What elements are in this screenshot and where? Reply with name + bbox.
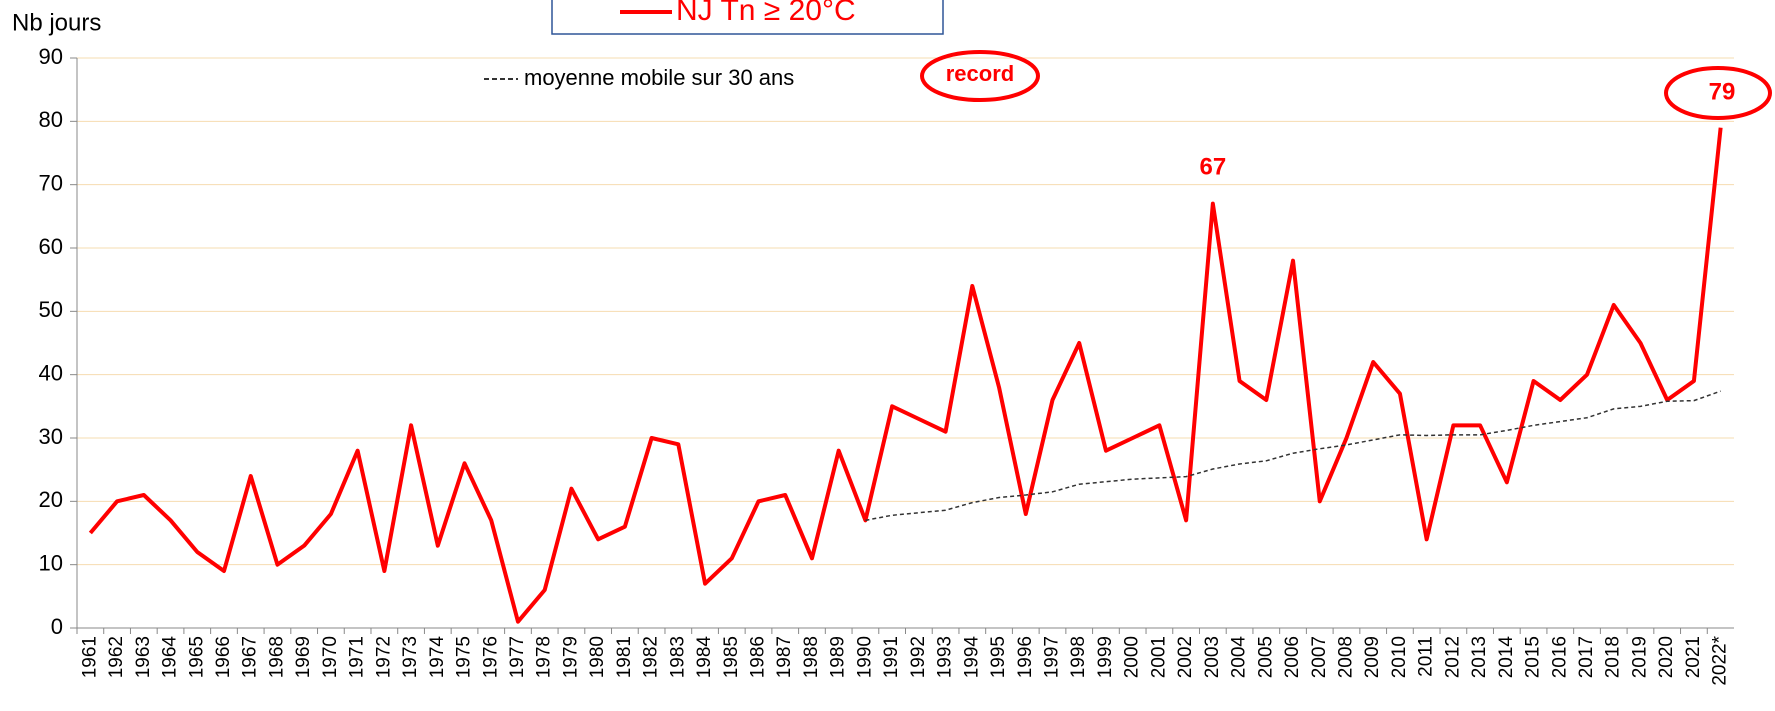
x-tick-label: 1966 [213,636,234,678]
x-tick-label: 1999 [1095,636,1116,678]
x-tick-label: 1995 [988,636,1009,678]
x-tick-label: 1982 [641,636,662,678]
x-tick-label: 1970 [320,636,341,678]
x-tick-label: 2002 [1175,636,1196,678]
x-tick-label: 2011 [1416,636,1437,677]
x-tick-label: 2012 [1442,636,1463,678]
x-tick-label: 1967 [240,636,261,678]
x-tick-label: 1963 [133,636,154,678]
y-axis-label: Nb jours [12,9,101,36]
x-tick-label: 1989 [828,636,849,678]
x-tick-label: 1965 [186,636,207,678]
y-tick-label: 30 [39,424,63,449]
x-tick-label: 2014 [1496,636,1517,679]
annotation-ellipse [1664,66,1772,120]
x-tick-label: 2020 [1656,636,1677,678]
x-tick-label: 2010 [1389,636,1410,678]
x-tick-label: 2017 [1576,636,1597,678]
x-tick-label: 1978 [534,636,555,678]
x-tick-label: 2007 [1309,636,1330,678]
x-tick-label: 1969 [293,636,314,678]
legend-box [551,0,944,35]
annotation: 67 [1199,153,1226,180]
series-line [865,390,1721,522]
y-tick-label: 70 [39,170,63,195]
x-tick-label: 1961 [79,636,100,678]
x-tick-label: 1994 [961,636,982,679]
x-tick-label: 1988 [801,636,822,678]
x-tick-label: 1998 [1068,636,1089,678]
y-tick-label: 10 [39,550,63,575]
x-tick-label: 2015 [1523,636,1544,678]
x-tick-label: 2006 [1282,636,1303,678]
x-tick-label: 2003 [1202,636,1223,678]
legend-label: moyenne mobile sur 30 ans [524,65,794,90]
x-tick-label: 1992 [908,636,929,678]
x-tick-label: 1996 [1015,636,1036,678]
x-tick-label: 2022* [1710,635,1731,685]
annotation-ellipse [920,50,1040,102]
x-tick-label: 2018 [1603,636,1624,678]
annotation: record [946,61,1014,86]
x-tick-label: 2001 [1148,636,1169,678]
x-tick-label: 1971 [347,636,368,678]
y-tick-label: 50 [39,297,63,322]
y-tick-label: 40 [39,360,63,385]
x-tick-label: 2016 [1549,636,1570,678]
x-tick-label: 2005 [1255,636,1276,678]
x-tick-label: 1990 [854,636,875,678]
series-line [88,127,1723,624]
x-tick-label: 1976 [480,636,501,678]
x-tick-label: 2013 [1469,636,1490,678]
x-tick-label: 1974 [427,636,448,679]
x-tick-label: 1987 [774,636,795,678]
x-tick-label: 1979 [560,636,581,678]
x-tick-label: 2004 [1229,636,1250,679]
x-tick-label: 1983 [667,636,688,678]
x-tick-label: 2021 [1683,636,1704,678]
x-tick-label: 1968 [266,636,287,678]
x-tick-label: 2009 [1362,636,1383,678]
x-tick-label: 1977 [507,636,528,678]
x-tick-label: 2019 [1629,636,1650,678]
annotation: 79 [1709,78,1736,105]
x-tick-label: 1997 [1042,636,1063,678]
y-tick-label: 80 [39,107,63,132]
x-tick-label: 1972 [373,636,394,678]
x-tick-label: 1980 [587,636,608,678]
x-tick-label: 2000 [1122,636,1143,678]
x-tick-label: 2008 [1335,636,1356,678]
y-tick-label: 90 [39,44,63,69]
x-tick-label: 1975 [454,636,475,678]
legend-label: NJ Tn ≥ 20°C [676,0,856,27]
x-tick-label: 1964 [160,636,181,679]
x-tick-label: 1991 [881,636,902,678]
x-tick-label: 1984 [694,636,715,679]
x-tick-label: 1993 [935,636,956,678]
x-tick-label: 1985 [721,636,742,678]
x-tick-label: 1973 [400,636,421,678]
x-tick-label: 1962 [106,636,127,678]
y-tick-label: 60 [39,234,63,259]
x-tick-label: 1986 [748,636,769,678]
y-tick-label: 20 [39,487,63,512]
y-tick-label: 0 [51,614,63,639]
x-tick-label: 1981 [614,636,635,678]
